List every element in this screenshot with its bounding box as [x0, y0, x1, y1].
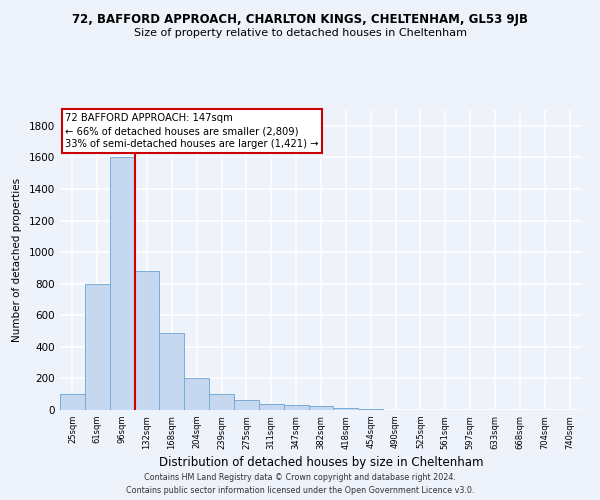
Text: 72 BAFFORD APPROACH: 147sqm
← 66% of detached houses are smaller (2,809)
33% of : 72 BAFFORD APPROACH: 147sqm ← 66% of det… [65, 113, 319, 150]
Bar [184, 378, 209, 410]
Text: Size of property relative to detached houses in Cheltenham: Size of property relative to detached ho… [133, 28, 467, 38]
Bar [85, 284, 110, 410]
Bar [134, 271, 160, 410]
Bar [358, 409, 383, 410]
Bar [60, 394, 85, 410]
Bar [259, 404, 284, 410]
X-axis label: Distribution of detached houses by size in Cheltenham: Distribution of detached houses by size … [159, 456, 483, 469]
Bar [334, 408, 358, 410]
Y-axis label: Number of detached properties: Number of detached properties [12, 178, 22, 342]
Bar [110, 158, 134, 410]
Bar [284, 406, 308, 410]
Bar [160, 332, 184, 410]
Text: 72, BAFFORD APPROACH, CHARLTON KINGS, CHELTENHAM, GL53 9JB: 72, BAFFORD APPROACH, CHARLTON KINGS, CH… [72, 12, 528, 26]
Bar [234, 400, 259, 410]
Text: Contains public sector information licensed under the Open Government Licence v3: Contains public sector information licen… [126, 486, 474, 495]
Bar [209, 394, 234, 410]
Bar [308, 406, 334, 410]
Text: Contains HM Land Registry data © Crown copyright and database right 2024.: Contains HM Land Registry data © Crown c… [144, 472, 456, 482]
